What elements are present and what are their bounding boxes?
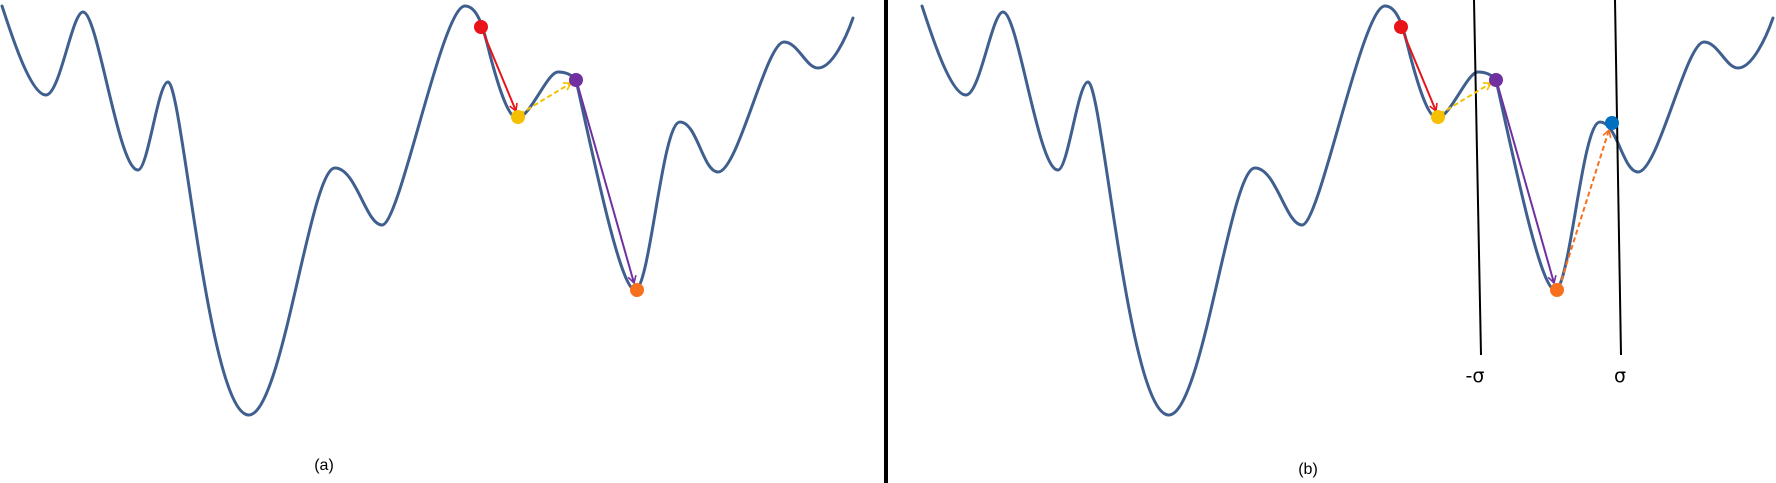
purple-point <box>1489 73 1503 87</box>
purple-point <box>569 73 583 87</box>
red-point <box>474 20 488 34</box>
yellow-arrow <box>1439 82 1493 115</box>
orange-arrow <box>1558 128 1612 289</box>
panel-a: (a) <box>0 4 855 474</box>
purple-arrow <box>1497 85 1557 285</box>
energy-landscape-curve-b <box>920 4 1775 417</box>
panel-b: -σ σ (b) <box>920 0 1775 478</box>
neg-sigma-boundary <box>1473 0 1482 356</box>
yellow-arrow <box>519 82 573 115</box>
neg-sigma-label: -σ <box>1466 365 1485 387</box>
red-arrow <box>1400 26 1438 113</box>
yellow-point <box>511 110 525 124</box>
orange-point <box>630 283 644 297</box>
yellow-point <box>1431 110 1445 124</box>
orange-point <box>1550 283 1564 297</box>
pos-sigma-boundary <box>1614 0 1622 356</box>
energy-landscape-curve-a <box>0 4 855 417</box>
purple-arrow <box>577 85 637 285</box>
red-point <box>1394 20 1408 34</box>
panel-caption-a: (a) <box>314 457 334 474</box>
red-arrow <box>480 26 518 113</box>
panel-caption-b: (b) <box>1298 461 1318 478</box>
blue-point <box>1605 116 1619 130</box>
pos-sigma-label: σ <box>1614 365 1626 387</box>
